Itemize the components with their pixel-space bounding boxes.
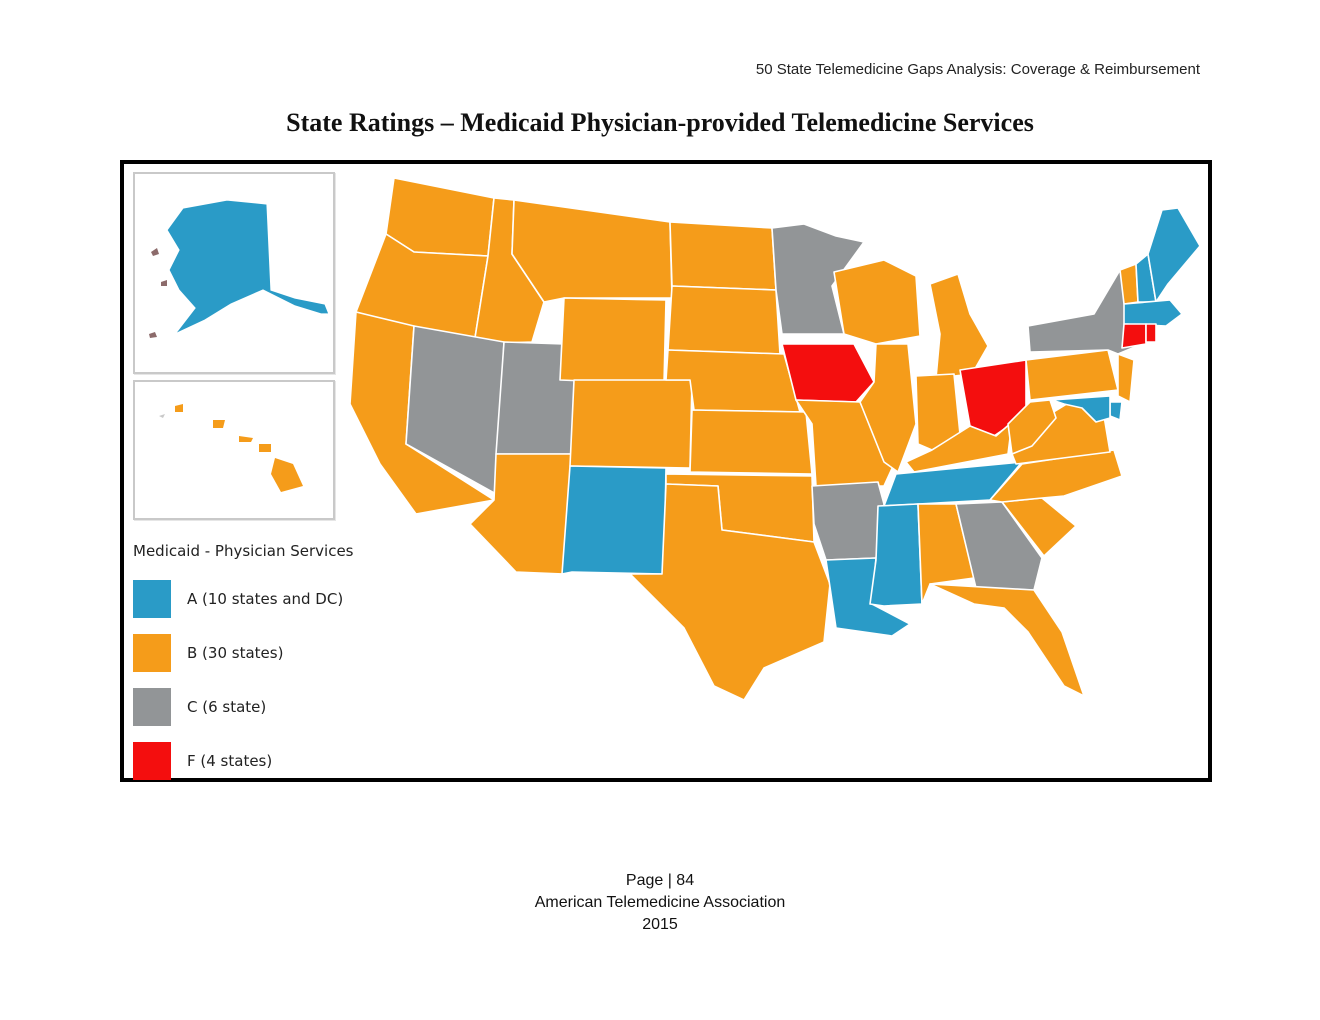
state-west-virginia — [1007, 399, 1057, 455]
state-texas — [603, 483, 831, 701]
legend-swatch-a — [133, 580, 171, 618]
state-new-mexico — [561, 465, 667, 575]
state-maine — [1147, 207, 1201, 303]
state-wyoming — [559, 297, 667, 385]
aleutian-islands-2 — [161, 280, 167, 286]
state-colorado — [569, 379, 693, 469]
page-title: State Ratings – Medicaid Physician-provi… — [286, 108, 1034, 137]
legend-swatch-c — [133, 688, 171, 726]
state-kansas — [689, 409, 813, 475]
state-vermont — [1119, 263, 1139, 305]
alaska-map — [149, 199, 330, 338]
state-new-jersey — [1117, 353, 1135, 403]
us-map — [349, 177, 1201, 701]
aleutian-islands — [151, 248, 159, 256]
legend-swatch-b — [133, 634, 171, 672]
state-connecticut — [1121, 323, 1147, 349]
state-south-dakota — [667, 285, 781, 355]
state-arkansas — [811, 481, 885, 561]
state-minnesota — [771, 223, 865, 335]
hawaii-maui — [259, 444, 271, 452]
legend-item-c: C (6 state) — [133, 680, 353, 734]
hawaii-big-island — [271, 458, 303, 492]
state-illinois — [859, 343, 917, 473]
hawaii-kauai — [175, 404, 183, 412]
state-florida — [929, 583, 1085, 697]
legend-swatch-f — [133, 742, 171, 780]
state-rhode-island — [1145, 323, 1157, 343]
hawaii-oahu — [213, 420, 225, 428]
state-alabama — [917, 503, 975, 605]
state-wisconsin — [833, 259, 921, 345]
hawaii-map — [159, 404, 303, 492]
state-north-dakota — [669, 221, 777, 291]
alaska-inset — [133, 172, 335, 374]
legend-item-f: F (4 states) — [133, 734, 353, 788]
state-massachusetts — [1123, 299, 1183, 327]
footer-year: 2015 — [642, 916, 678, 933]
legend-title: Medicaid - Physician Services — [133, 542, 354, 560]
hawaii-molokai — [239, 436, 253, 442]
state-mississippi — [869, 503, 923, 607]
legend-label-a: A (10 states and DC) — [187, 590, 344, 608]
legend-label-b: B (30 states) — [187, 644, 284, 662]
page-number: Page | 84 — [625, 872, 695, 889]
state-delaware — [1109, 401, 1123, 421]
aleutian-islands-3 — [149, 332, 157, 338]
state-iowa — [781, 343, 875, 403]
footer-organization: American Telemedicine Association — [534, 894, 786, 911]
state-pennsylvania — [1025, 349, 1119, 401]
hawaii-niihau — [159, 414, 165, 418]
state-michigan — [929, 273, 989, 379]
hawaii-inset — [133, 380, 335, 520]
legend-label-c: C (6 state) — [187, 698, 267, 716]
running-header: 50 State Telemedicine Gaps Analysis: Cov… — [755, 61, 1200, 78]
state-alaska — [166, 199, 330, 335]
legend-item-a: A (10 states and DC) — [133, 572, 353, 626]
page-footer: Page | 84 American Telemedicine Associat… — [0, 870, 1320, 936]
legend-item-b: B (30 states) — [133, 626, 353, 680]
state-georgia — [955, 501, 1043, 591]
legend: Medicaid - Physician Services A (10 stat… — [133, 542, 353, 788]
state-maryland — [1051, 395, 1111, 423]
state-montana — [511, 199, 673, 303]
map-frame: Medicaid - Physician Services A (10 stat… — [120, 160, 1212, 782]
legend-label-f: F (4 states) — [187, 752, 273, 770]
